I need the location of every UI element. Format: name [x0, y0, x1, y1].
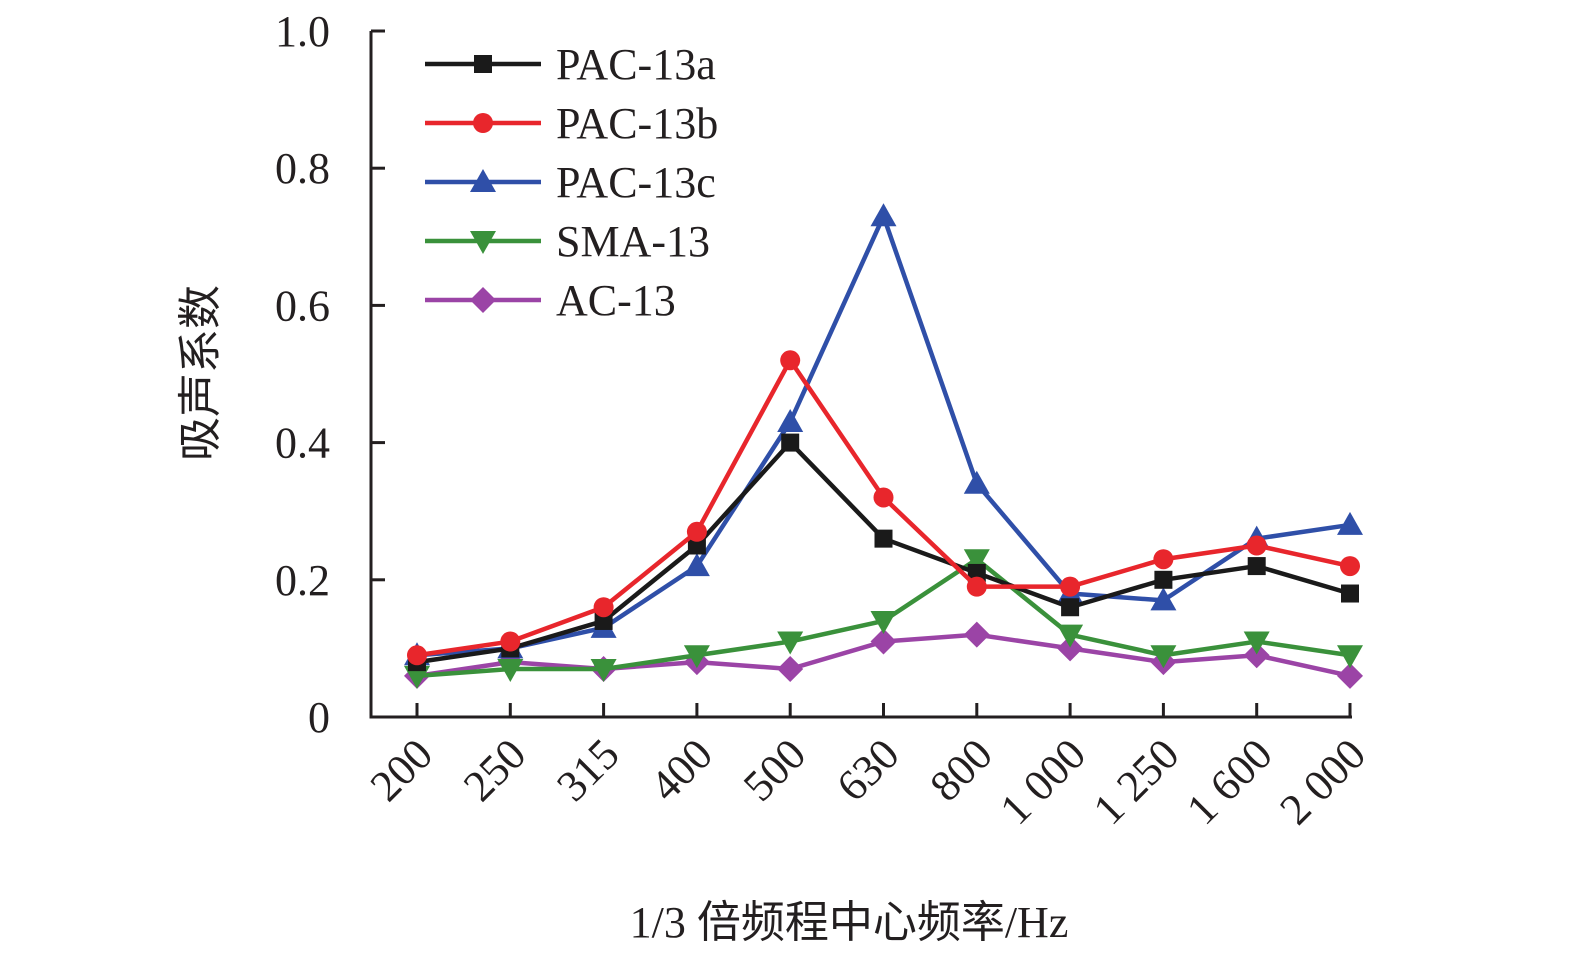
y-tick-label: 0.6	[275, 281, 330, 330]
data-point	[873, 487, 894, 508]
y-tick-label: 0.4	[275, 419, 330, 468]
data-point	[1153, 549, 1174, 570]
legend-item: PAC-13b	[425, 99, 718, 148]
x-axis-title: 1/3 倍频程中心频率/Hz	[630, 898, 1069, 947]
x-tick-label: 2 000	[1270, 729, 1375, 834]
data-point	[686, 521, 707, 542]
data-point	[593, 597, 614, 618]
legend-item: PAC-13c	[425, 158, 716, 207]
x-tick-label: 630	[827, 729, 908, 810]
data-point	[1150, 587, 1177, 611]
legend-marker-triangle-up-icon	[470, 169, 496, 192]
data-point	[1246, 535, 1267, 556]
x-tick-label: 400	[641, 729, 722, 810]
legend-marker-diamond-icon	[470, 287, 496, 313]
series-pac-13b	[407, 350, 1360, 666]
data-point	[777, 631, 804, 655]
data-point	[780, 350, 801, 371]
legend-label: SMA-13	[556, 217, 710, 266]
data-point	[1154, 570, 1173, 589]
data-point	[1150, 645, 1177, 669]
data-point	[1057, 624, 1084, 648]
data-point	[1337, 645, 1363, 669]
data-point	[777, 655, 804, 682]
data-point	[963, 549, 990, 573]
legend-marker-circle-icon	[473, 113, 493, 133]
data-point	[687, 536, 706, 555]
x-tick-label: 250	[454, 729, 535, 810]
legend-item: PAC-13a	[425, 40, 716, 89]
y-tick-label: 0.2	[275, 556, 330, 605]
data-point	[963, 621, 990, 648]
data-point	[967, 563, 986, 582]
axes	[369, 31, 1352, 719]
x-tick-label: 500	[734, 729, 815, 810]
series-pac-13a	[408, 433, 1359, 672]
data-point	[500, 631, 521, 652]
legend: PAC-13a PAC-13b PAC-13c SMA-13 AC-13	[425, 40, 718, 325]
data-point	[1060, 576, 1081, 597]
data-point	[870, 610, 897, 634]
data-point	[1247, 557, 1266, 576]
data-point	[594, 611, 613, 630]
series-pac-13c	[404, 203, 1363, 666]
y-tick-label: 0.8	[275, 144, 330, 193]
data-point	[1337, 511, 1363, 535]
data-point	[683, 645, 710, 669]
y-tick-label: 1.0	[275, 7, 330, 56]
legend-label: AC-13	[556, 276, 676, 325]
series-sma-13	[404, 549, 1363, 689]
data-point	[1057, 635, 1084, 662]
data-point	[1340, 556, 1360, 577]
data-point	[781, 433, 800, 452]
data-point	[497, 658, 524, 682]
legend-label: PAC-13c	[556, 158, 716, 207]
data-point	[1337, 662, 1363, 689]
y-axis-ticks: 0 0.2 0.4 0.6 0.8 1.0	[275, 7, 385, 742]
legend-marker-triangle-down-icon	[470, 231, 496, 254]
data-point	[404, 665, 430, 689]
x-tick-label: 1 250	[1084, 729, 1189, 834]
data-point	[683, 553, 710, 577]
y-axis-title: 吸声系数	[176, 285, 225, 461]
x-tick-label: 800	[921, 729, 1002, 810]
x-tick-label: 1 000	[991, 729, 1096, 834]
data-point	[963, 470, 990, 494]
x-tick-label: 315	[547, 729, 628, 810]
y-tick-label: 0	[308, 693, 330, 742]
data-point	[777, 409, 804, 433]
x-tick-label: 200	[361, 729, 442, 810]
data-point	[874, 529, 893, 548]
legend-label: PAC-13b	[556, 99, 718, 148]
data-point	[1061, 598, 1080, 617]
data-point	[590, 658, 617, 682]
data-point	[870, 628, 897, 655]
legend-item: SMA-13	[425, 217, 710, 266]
legend-marker-square-icon	[474, 55, 492, 73]
legend-item: AC-13	[425, 276, 676, 325]
data-point	[1243, 642, 1270, 669]
data-point	[407, 645, 427, 666]
data-point	[1341, 584, 1359, 603]
data-point	[966, 576, 987, 597]
x-tick-label: 1 600	[1177, 729, 1282, 834]
data-point	[870, 203, 897, 227]
series-group	[404, 203, 1363, 689]
legend-label: PAC-13a	[556, 40, 716, 89]
data-point	[1243, 631, 1270, 655]
